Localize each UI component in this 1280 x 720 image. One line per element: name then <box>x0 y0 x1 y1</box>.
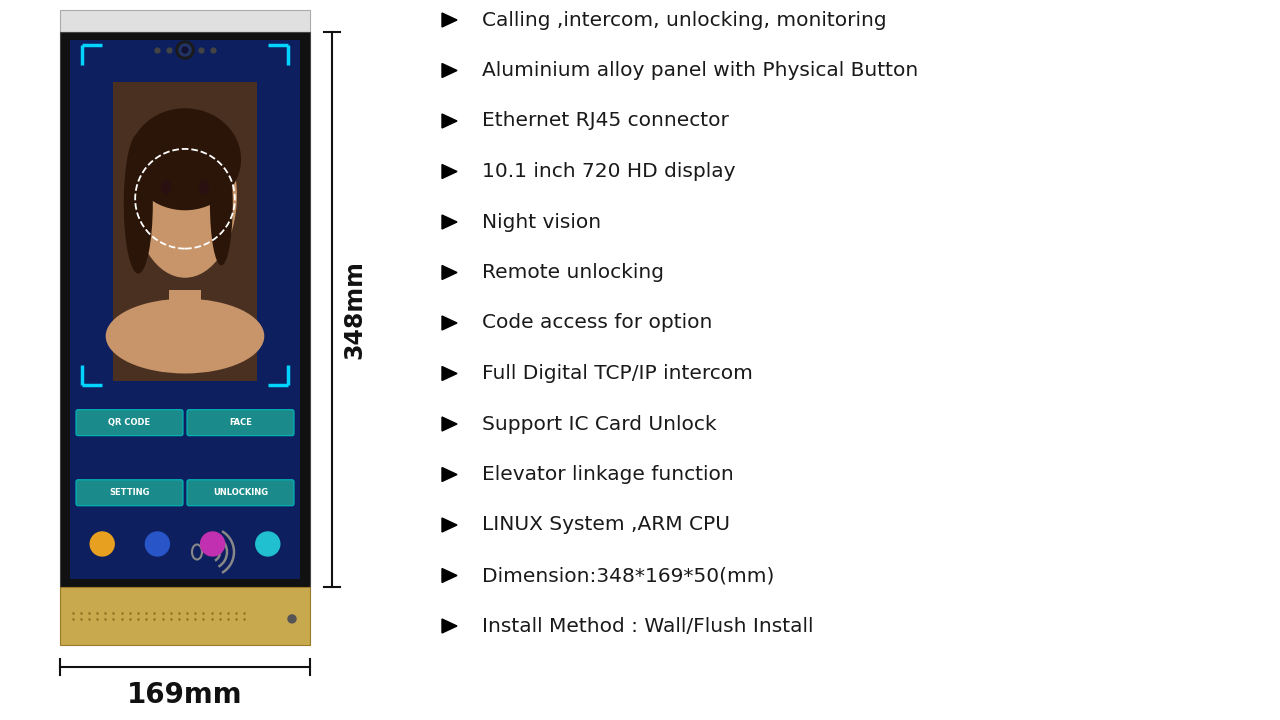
Text: Remote unlocking: Remote unlocking <box>483 263 664 282</box>
Circle shape <box>90 532 114 556</box>
Ellipse shape <box>124 134 152 274</box>
Circle shape <box>182 47 188 53</box>
Text: 10.1 inch 720 HD display: 10.1 inch 720 HD display <box>483 162 736 181</box>
Circle shape <box>177 41 195 59</box>
Circle shape <box>256 532 280 556</box>
Text: Calling ,intercom, unlocking, monitoring: Calling ,intercom, unlocking, monitoring <box>483 11 887 30</box>
Text: UNLOCKING: UNLOCKING <box>212 488 268 498</box>
Text: QR CODE: QR CODE <box>109 418 151 427</box>
Text: Aluminium alloy panel with Physical Button: Aluminium alloy panel with Physical Butt… <box>483 61 918 80</box>
Text: Support IC Card Unlock: Support IC Card Unlock <box>483 415 717 433</box>
Text: Ethernet RJ45 connector: Ethernet RJ45 connector <box>483 112 728 130</box>
Text: FACE: FACE <box>229 418 252 427</box>
Text: Full Digital TCP/IP intercom: Full Digital TCP/IP intercom <box>483 364 753 383</box>
Text: LINUX System ,ARM CPU: LINUX System ,ARM CPU <box>483 516 730 534</box>
Polygon shape <box>442 63 457 78</box>
Text: 169mm: 169mm <box>127 681 243 709</box>
Bar <box>60 587 310 645</box>
Text: Dimension:348*169*50(mm): Dimension:348*169*50(mm) <box>483 566 774 585</box>
Polygon shape <box>442 215 457 229</box>
Ellipse shape <box>161 180 172 194</box>
Polygon shape <box>442 114 457 128</box>
Polygon shape <box>442 366 457 380</box>
Circle shape <box>146 532 169 556</box>
Polygon shape <box>442 13 457 27</box>
Ellipse shape <box>133 113 237 278</box>
Polygon shape <box>442 518 457 532</box>
Circle shape <box>288 615 296 623</box>
Polygon shape <box>442 266 457 279</box>
Text: Code access for option: Code access for option <box>483 313 713 333</box>
Polygon shape <box>442 316 457 330</box>
Polygon shape <box>442 619 457 633</box>
Ellipse shape <box>106 299 264 374</box>
Text: Install Method : Wall/Flush Install: Install Method : Wall/Flush Install <box>483 616 814 636</box>
FancyBboxPatch shape <box>76 410 183 436</box>
FancyBboxPatch shape <box>187 480 294 505</box>
Circle shape <box>179 44 191 56</box>
Text: Elevator linkage function: Elevator linkage function <box>483 465 733 484</box>
Bar <box>169 289 201 343</box>
Circle shape <box>201 532 224 556</box>
Polygon shape <box>442 417 457 431</box>
Ellipse shape <box>210 142 233 266</box>
Bar <box>60 10 310 32</box>
Ellipse shape <box>198 180 209 194</box>
Text: SETTING: SETTING <box>109 488 150 498</box>
Polygon shape <box>442 467 457 482</box>
Bar <box>60 32 310 587</box>
Polygon shape <box>442 569 457 582</box>
Polygon shape <box>442 164 457 179</box>
Bar <box>113 82 257 381</box>
FancyBboxPatch shape <box>76 480 183 505</box>
FancyBboxPatch shape <box>187 410 294 436</box>
Text: Night vision: Night vision <box>483 212 602 232</box>
Ellipse shape <box>129 108 241 210</box>
Text: 348mm: 348mm <box>342 260 366 359</box>
Bar <box>70 40 300 579</box>
